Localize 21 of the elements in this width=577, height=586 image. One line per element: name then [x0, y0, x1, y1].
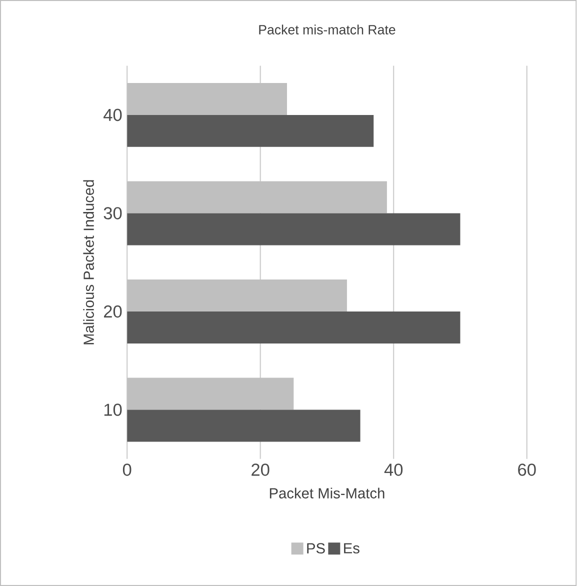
y-tick-label: 20 [104, 305, 122, 318]
y-tick-label: 40 [104, 108, 122, 122]
y-axis-title: Malicious Packet Induced [83, 180, 94, 344]
x-tick-label: 40 [384, 464, 403, 476]
legend-label: PS [307, 543, 326, 554]
bar [127, 181, 388, 214]
x-tick-label: 0 [123, 464, 132, 476]
x-tick-label: 20 [252, 464, 270, 476]
x-tick-label: 60 [518, 464, 536, 476]
bar [127, 410, 360, 442]
bar [127, 311, 460, 344]
y-tick-label: 10 [104, 404, 122, 416]
bar [127, 82, 288, 115]
bar [127, 213, 460, 246]
bar [127, 114, 374, 147]
bar [127, 280, 348, 312]
chart-title: Packet mis-match Rate [259, 24, 396, 34]
bar [127, 378, 294, 410]
legend-label: Es [344, 543, 360, 554]
y-tick-label: 30 [104, 207, 122, 220]
x-axis-title: Packet Mis-Match [270, 488, 384, 498]
